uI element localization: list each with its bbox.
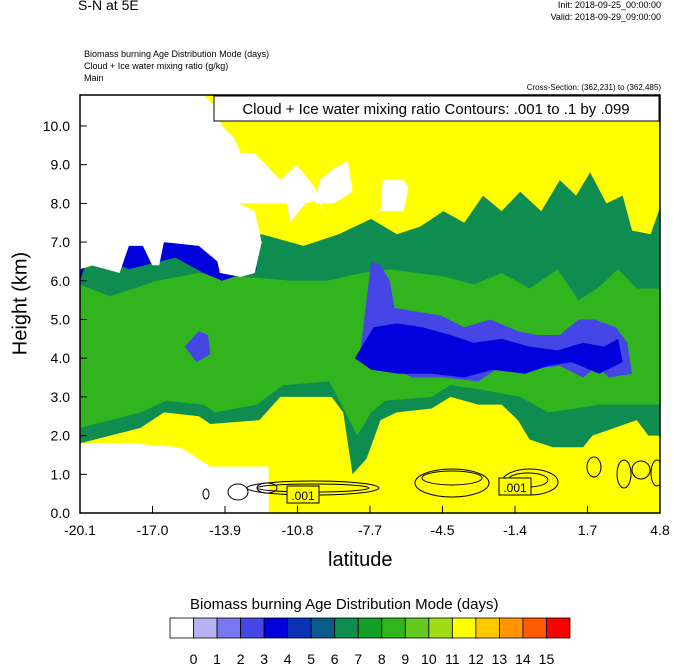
colorbar-swatch bbox=[381, 617, 406, 639]
colorbar-label: 12 bbox=[468, 651, 484, 667]
heatmap-region bbox=[354, 323, 623, 378]
x-tick-label: -7.7 bbox=[358, 522, 382, 538]
colorbar: 0 1 2 3 4 5 6 7 8 9 10 11 12 13 14 15 bbox=[169, 617, 571, 667]
contour-legend-box: Cloud + Ice water mixing ratio Contours:… bbox=[213, 95, 660, 122]
colorbar-swatch bbox=[499, 617, 524, 639]
cross-section-label: Cross-Section: (362,231) to (362,485) bbox=[526, 83, 661, 92]
colorbar-label: 4 bbox=[284, 651, 292, 667]
x-axis-label: latitude bbox=[328, 549, 393, 571]
colorbar-label: 11 bbox=[445, 651, 460, 667]
colorbar-swatch bbox=[404, 617, 430, 639]
colorbar-swatch bbox=[451, 617, 477, 639]
colorbar-swatch bbox=[169, 617, 194, 639]
contour-line bbox=[650, 459, 660, 487]
x-tick-label: 1.7 bbox=[578, 522, 598, 538]
contour-label-2: .001 bbox=[498, 477, 532, 496]
heatmap-region bbox=[380, 180, 409, 212]
y-axis-label: Height (km) bbox=[9, 251, 32, 356]
y-tick-label: 2.0 bbox=[51, 428, 71, 444]
colorbar-swatch bbox=[216, 617, 241, 639]
chart-title: Cloud + Ice water mixing ratio Contours:… bbox=[242, 101, 629, 118]
y-tick-label: 4.0 bbox=[51, 350, 71, 366]
colorbar-label: 8 bbox=[378, 651, 386, 667]
colorbar-swatch bbox=[263, 617, 289, 639]
contour-line bbox=[227, 483, 249, 501]
heatmap-region bbox=[80, 95, 325, 277]
colorbar-swatch bbox=[240, 617, 265, 639]
colorbar-title: Biomass burning Age Distribution Mode (d… bbox=[190, 596, 499, 613]
heatmap-fill bbox=[80, 95, 660, 513]
y-axis: 0.0 1.0 2.0 3.0 4.0 5.0 6.0 7.0 8.0 9.0 10.0 bbox=[43, 118, 87, 521]
x-tick-label: -13.9 bbox=[209, 522, 241, 538]
colorbar-swatch bbox=[428, 617, 453, 639]
x-tick-label: -4.5 bbox=[430, 522, 454, 538]
contour-label-1: .001 bbox=[286, 485, 320, 504]
contour-line bbox=[256, 482, 278, 494]
colorbar-label: 6 bbox=[331, 651, 339, 667]
y-tick-label: 8.0 bbox=[51, 195, 71, 211]
colorbar-swatch bbox=[522, 617, 547, 639]
colorbar-swatch bbox=[334, 617, 359, 639]
colorbar-swatch bbox=[310, 617, 336, 639]
contour-label-text: .001 bbox=[503, 481, 527, 495]
valid-time: Valid: 2018-09-29_09:00:00 bbox=[550, 12, 661, 22]
colorbar-label: 10 bbox=[421, 651, 437, 667]
y-tick-label: 9.0 bbox=[51, 157, 71, 173]
contour-line bbox=[202, 488, 210, 500]
colorbar-swatch bbox=[287, 617, 312, 639]
field-description-1: Biomass burning Age Distribution Mode (d… bbox=[84, 49, 270, 59]
y-tick-label: 10.0 bbox=[43, 118, 70, 134]
colorbar-label: 13 bbox=[492, 651, 508, 667]
x-tick-label: -17.0 bbox=[137, 522, 169, 538]
colorbar-label: 0 bbox=[190, 651, 198, 667]
colorbar-swatch bbox=[546, 617, 571, 639]
colorbar-label: 9 bbox=[401, 651, 409, 667]
heatmap-region bbox=[315, 160, 353, 204]
contour-line bbox=[616, 459, 632, 489]
contour-label-text: .001 bbox=[291, 489, 315, 503]
x-tick-label: -10.8 bbox=[282, 522, 314, 538]
colorbar-label: 15 bbox=[539, 651, 555, 667]
x-tick-label: -1.4 bbox=[503, 522, 527, 538]
y-tick-label: 6.0 bbox=[51, 273, 71, 289]
y-tick-label: 0.0 bbox=[51, 505, 71, 521]
heatmap-region bbox=[184, 331, 211, 363]
colorbar-swatch bbox=[475, 617, 500, 639]
contour-line bbox=[421, 470, 483, 486]
y-tick-label: 7.0 bbox=[51, 234, 71, 250]
heatmap-region bbox=[80, 443, 269, 513]
init-time: Init: 2018-09-25_00:00:00 bbox=[557, 0, 661, 10]
colorbar-label: 3 bbox=[260, 651, 268, 667]
contour-line bbox=[586, 456, 602, 478]
y-tick-label: 3.0 bbox=[51, 389, 71, 405]
contour-line bbox=[631, 460, 651, 480]
plot-title: S-N at 5E bbox=[78, 0, 139, 13]
colorbar-label: 1 bbox=[213, 651, 221, 667]
y-tick-label: 1.0 bbox=[51, 466, 71, 482]
x-tick-label: -20.1 bbox=[64, 522, 96, 538]
x-axis: -20.1 -17.0 -13.9 -10.8 -7.7 -4.5 -1.4 1.7 4.8 bbox=[64, 506, 670, 538]
colorbar-label: 2 bbox=[237, 651, 245, 667]
colorbar-label: 5 bbox=[307, 651, 315, 667]
colorbar-label: 7 bbox=[354, 651, 362, 667]
x-tick-label: 4.8 bbox=[650, 522, 670, 538]
colorbar-swatch bbox=[193, 617, 218, 639]
field-description-2: Cloud + Ice water mixing ratio (g/kg) bbox=[84, 61, 229, 71]
colorbar-label: 14 bbox=[515, 651, 531, 667]
field-description-3: Main bbox=[84, 73, 104, 83]
contour-line bbox=[414, 468, 490, 498]
y-tick-label: 5.0 bbox=[51, 311, 71, 327]
colorbar-swatch bbox=[357, 617, 383, 639]
